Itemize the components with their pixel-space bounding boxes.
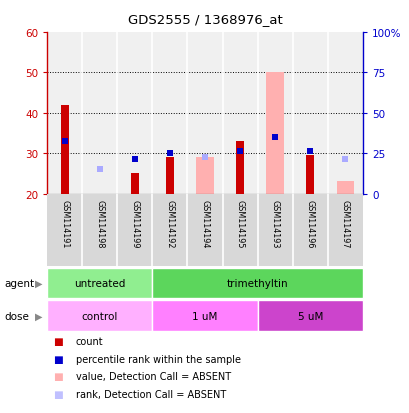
Text: ■: ■ bbox=[53, 337, 63, 347]
Text: ■: ■ bbox=[53, 389, 63, 399]
Bar bbox=[166, 158, 173, 194]
Text: GSM114195: GSM114195 bbox=[235, 200, 244, 248]
Text: value, Detection Call = ABSENT: value, Detection Call = ABSENT bbox=[76, 371, 230, 381]
Bar bbox=[236, 142, 243, 194]
Bar bbox=[61, 106, 68, 194]
Text: ▶: ▶ bbox=[35, 311, 43, 321]
Text: rank, Detection Call = ABSENT: rank, Detection Call = ABSENT bbox=[76, 389, 225, 399]
Bar bbox=[306, 156, 313, 194]
Bar bbox=[47, 268, 152, 298]
Text: ■: ■ bbox=[53, 371, 63, 381]
Text: control: control bbox=[81, 311, 118, 321]
Text: trimethyltin: trimethyltin bbox=[226, 278, 288, 288]
Text: ▶: ▶ bbox=[35, 278, 43, 288]
Bar bbox=[130, 174, 138, 194]
Text: GSM114191: GSM114191 bbox=[60, 200, 69, 248]
Text: GSM114197: GSM114197 bbox=[340, 200, 349, 248]
Text: count: count bbox=[76, 337, 103, 347]
Bar bbox=[266, 73, 283, 194]
Text: dose: dose bbox=[4, 311, 29, 321]
Text: GSM114199: GSM114199 bbox=[130, 200, 139, 248]
Text: GSM114194: GSM114194 bbox=[200, 200, 209, 248]
Text: GSM114196: GSM114196 bbox=[305, 200, 314, 248]
Text: GSM114198: GSM114198 bbox=[95, 200, 104, 248]
Text: percentile rank within the sample: percentile rank within the sample bbox=[76, 354, 240, 364]
Bar bbox=[47, 300, 152, 331]
Bar bbox=[152, 300, 257, 331]
Bar bbox=[257, 300, 362, 331]
Text: untreated: untreated bbox=[74, 278, 125, 288]
Bar bbox=[152, 268, 362, 298]
Text: 1 uM: 1 uM bbox=[192, 311, 217, 321]
Bar bbox=[336, 182, 353, 194]
Text: ■: ■ bbox=[53, 354, 63, 364]
Text: agent: agent bbox=[4, 278, 34, 288]
Bar bbox=[196, 158, 213, 194]
Text: GSM114193: GSM114193 bbox=[270, 200, 279, 248]
Text: GDS2555 / 1368976_at: GDS2555 / 1368976_at bbox=[127, 13, 282, 26]
Text: GSM114192: GSM114192 bbox=[165, 200, 174, 248]
Text: 5 uM: 5 uM bbox=[297, 311, 322, 321]
